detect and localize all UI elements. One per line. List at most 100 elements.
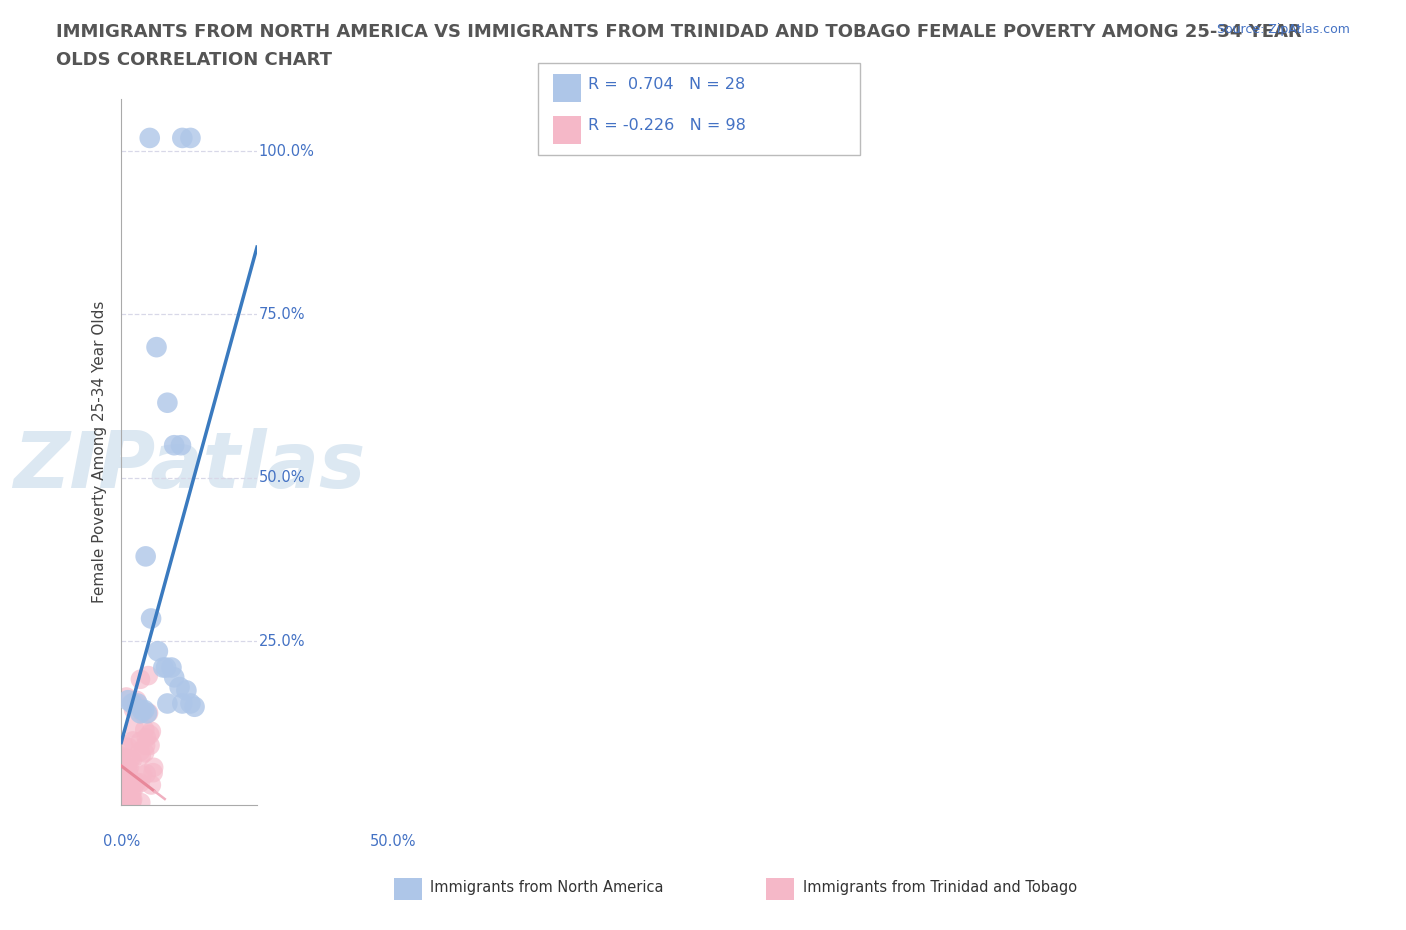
Text: Immigrants from North America: Immigrants from North America (430, 880, 664, 895)
Point (111, 781, 134, 796)
Point (111, 795, 134, 810)
Point (111, 761, 134, 776)
Point (110, 785, 132, 800)
Point (122, 721, 145, 736)
Point (117, 693, 139, 708)
Point (135, 766, 157, 781)
Point (121, 791, 143, 806)
Point (115, 797, 138, 812)
Point (110, 795, 132, 810)
Point (117, 740, 139, 755)
Point (112, 787, 135, 802)
Point (110, 789, 132, 804)
Point (110, 749, 132, 764)
Point (111, 790, 134, 805)
Point (115, 782, 138, 797)
Point (125, 693, 148, 708)
Point (179, 130, 201, 145)
Text: ZIPatlas: ZIPatlas (13, 428, 366, 504)
Point (135, 738, 157, 753)
Point (111, 756, 134, 771)
Point (125, 775, 148, 790)
Point (135, 730, 157, 745)
Point (152, 660, 174, 675)
Point (134, 745, 156, 760)
Point (163, 670, 186, 684)
Point (111, 793, 134, 808)
Point (111, 792, 134, 807)
Point (112, 737, 135, 751)
Point (122, 782, 145, 797)
Point (112, 769, 135, 784)
Point (127, 696, 149, 711)
Y-axis label: Female Poverty Among 25-34 Year Olds: Female Poverty Among 25-34 Year Olds (93, 300, 107, 603)
Point (183, 699, 205, 714)
Point (129, 776, 152, 790)
Text: Source: ZipAtlas.com: Source: ZipAtlas.com (1216, 23, 1350, 36)
Point (117, 765, 139, 780)
Point (110, 759, 132, 774)
Point (110, 786, 132, 801)
Point (120, 778, 142, 793)
Text: IMMIGRANTS FROM NORTH AMERICA VS IMMIGRANTS FROM TRINIDAD AND TOBAGO FEMALE POVE: IMMIGRANTS FROM NORTH AMERICA VS IMMIGRA… (56, 23, 1302, 41)
Point (111, 767, 134, 782)
Point (138, 727, 160, 742)
Point (141, 724, 163, 738)
Point (120, 751, 142, 766)
Point (121, 696, 143, 711)
Text: R = -0.226   N = 98: R = -0.226 N = 98 (588, 118, 745, 133)
Point (136, 668, 159, 683)
Point (336, 130, 359, 145)
Point (169, 680, 191, 695)
Point (117, 761, 139, 776)
Text: 0.0%: 0.0% (103, 834, 139, 849)
Point (111, 782, 134, 797)
Point (111, 792, 134, 807)
Point (112, 793, 135, 808)
Point (170, 438, 193, 453)
Point (111, 773, 134, 788)
Point (132, 705, 155, 720)
Text: OLDS CORRELATION CHART: OLDS CORRELATION CHART (56, 51, 332, 69)
Point (129, 671, 152, 686)
Point (111, 764, 134, 779)
Point (115, 790, 138, 805)
Point (112, 787, 135, 802)
Point (114, 790, 136, 805)
Point (156, 696, 179, 711)
Point (118, 760, 141, 775)
Point (122, 702, 145, 717)
Point (112, 765, 135, 780)
Point (117, 791, 139, 806)
Point (112, 793, 135, 808)
Point (111, 761, 134, 776)
Point (115, 789, 138, 804)
Point (117, 783, 139, 798)
Point (121, 794, 143, 809)
Point (111, 786, 134, 801)
Point (139, 611, 162, 626)
Text: 25.0%: 25.0% (259, 634, 305, 649)
Point (138, 130, 160, 145)
Point (125, 698, 148, 712)
Point (134, 723, 156, 737)
Point (129, 795, 152, 810)
Point (111, 792, 134, 807)
Point (136, 706, 159, 721)
Point (142, 760, 165, 775)
Point (121, 734, 143, 749)
Point (115, 770, 138, 785)
Text: 50.0%: 50.0% (370, 834, 416, 849)
Point (121, 752, 143, 767)
Point (111, 792, 134, 807)
Text: 75.0%: 75.0% (259, 307, 305, 322)
Point (117, 764, 139, 778)
Point (172, 130, 194, 145)
Point (131, 767, 153, 782)
Point (115, 689, 138, 704)
Point (129, 748, 152, 763)
Point (117, 784, 139, 799)
Point (141, 777, 163, 792)
Point (111, 764, 134, 779)
Point (155, 660, 177, 675)
